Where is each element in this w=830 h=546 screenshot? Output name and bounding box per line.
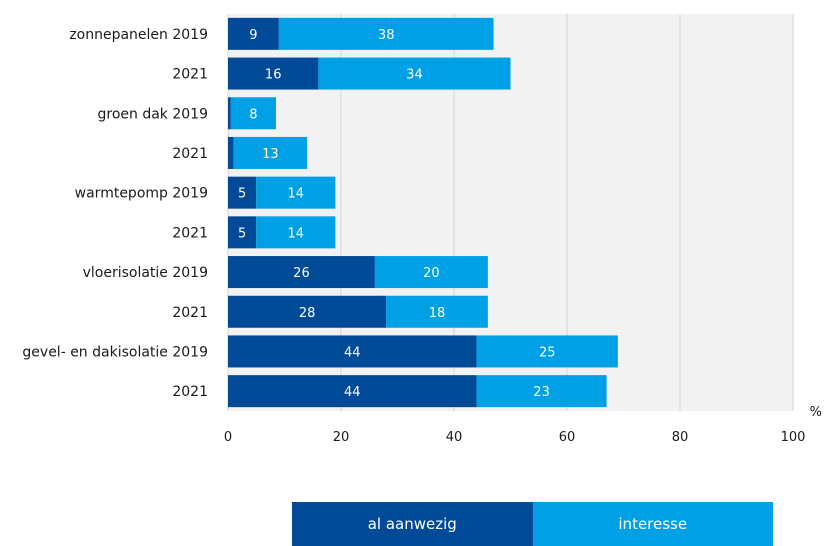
x-tick-label: 40 (446, 430, 463, 445)
bar-segment-al-aanwezig (228, 256, 375, 289)
bar-segment-interesse (386, 295, 488, 328)
category-label: groen dak 2019 (98, 106, 209, 122)
x-tick-label: 80 (672, 430, 689, 445)
category-labels: zonnepanelen 2019 2021 groen dak 2019 2021 w… (22, 27, 208, 400)
stacked-bar-chart: 9 38 16 34 8 13 5 14 5 14 26 20 28 18 44 25 44 23 zonnepa… (22, 14, 822, 445)
bar-segment-interesse (233, 136, 308, 169)
bar-segment-interesse (476, 335, 618, 368)
x-tick-label: 60 (559, 430, 576, 445)
data-label: 44 (344, 385, 361, 400)
x-unit-label: % (810, 405, 822, 420)
bar-segment-al-aanwezig (228, 17, 279, 50)
data-label: 20 (423, 266, 440, 281)
data-label: 5 (238, 187, 246, 202)
data-label: 18 (429, 306, 446, 321)
bar-segment-interesse (230, 97, 277, 130)
bar-segment-interesse (256, 176, 336, 209)
data-label: 28 (299, 306, 316, 321)
data-label: 23 (533, 385, 550, 400)
data-label: 25 (539, 345, 556, 360)
bar-segment-al-aanwezig (228, 295, 387, 328)
data-label: 26 (293, 266, 310, 281)
data-label: 13 (262, 147, 279, 162)
bar-segment-al-aanwezig (228, 216, 257, 249)
bar-segment-al-aanwezig (228, 375, 477, 408)
bar-segment-al-aanwezig (228, 97, 231, 130)
data-label: 16 (265, 68, 282, 83)
bar-segment-al-aanwezig (228, 176, 257, 209)
x-tick-label: 0 (224, 430, 232, 445)
category-label: 2021 (172, 384, 208, 400)
bar-segment-interesse (278, 17, 494, 50)
category-label: 2021 (172, 146, 208, 162)
bars: 9 38 16 34 8 13 5 14 5 14 26 20 28 18 44 25 44 23 (228, 17, 618, 408)
bar-segment-interesse (256, 216, 336, 249)
category-label: warmtepomp 2019 (75, 186, 208, 202)
legend-item-interesse: interesse (532, 502, 773, 546)
category-label: 2021 (172, 305, 208, 321)
data-label: 5 (238, 226, 246, 241)
data-label: 38 (378, 28, 395, 43)
bar-segment-interesse (476, 375, 607, 408)
bar-segment-al-aanwezig (228, 136, 234, 169)
category-label: vloerisolatie 2019 (83, 265, 208, 281)
data-label: 34 (406, 68, 423, 83)
bar-segment-interesse (374, 256, 488, 289)
category-label: 2021 (172, 225, 208, 241)
bar-segment-al-aanwezig (228, 57, 319, 90)
data-label: 8 (249, 107, 257, 122)
category-label: gevel- en dakisolatie 2019 (22, 344, 208, 360)
x-tick-labels: 0 20 40 60 80 100 (224, 430, 806, 445)
category-label: 2021 (172, 67, 208, 83)
bar-segment-interesse (318, 57, 511, 90)
data-label: 9 (249, 28, 257, 43)
x-tick-label: 20 (333, 430, 350, 445)
bar-segment-al-aanwezig (228, 335, 477, 368)
data-label: 44 (344, 345, 361, 360)
legend-item-al-aanwezig: al aanwezig (292, 502, 533, 546)
legend: al aanwezig interesse (292, 502, 773, 546)
data-label: 14 (288, 187, 305, 202)
category-label: zonnepanelen 2019 (69, 27, 208, 43)
data-label: 14 (288, 226, 305, 241)
x-tick-label: 100 (781, 430, 806, 445)
